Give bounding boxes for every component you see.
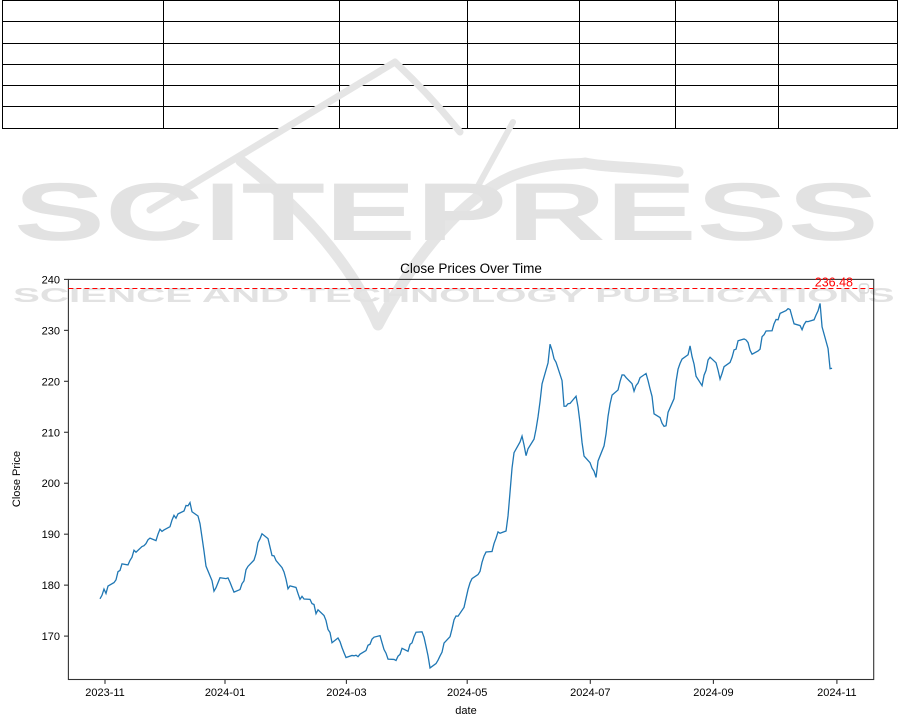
svg-text:236.48: 236.48 — [815, 276, 853, 290]
svg-text:210: 210 — [42, 427, 60, 439]
svg-text:2024-11: 2024-11 — [817, 687, 857, 699]
svg-text:190: 190 — [42, 529, 60, 541]
svg-text:180: 180 — [42, 580, 60, 592]
svg-text:2024-01: 2024-01 — [205, 687, 245, 699]
svg-text:2024-03: 2024-03 — [326, 687, 366, 699]
svg-text:170: 170 — [42, 631, 60, 643]
svg-text:Close Price: Close Price — [11, 451, 23, 507]
svg-text:240: 240 — [42, 274, 60, 286]
svg-text:date: date — [455, 705, 476, 717]
svg-text:2024-07: 2024-07 — [570, 687, 610, 699]
svg-text:2023-11: 2023-11 — [85, 687, 125, 699]
svg-text:2024-09: 2024-09 — [693, 687, 733, 699]
svg-text:220: 220 — [42, 376, 60, 388]
svg-text:200: 200 — [42, 478, 60, 490]
svg-text:230: 230 — [42, 325, 60, 337]
svg-text:Close Prices Over Time: Close Prices Over Time — [400, 261, 542, 276]
svg-text:2024-05: 2024-05 — [447, 687, 487, 699]
